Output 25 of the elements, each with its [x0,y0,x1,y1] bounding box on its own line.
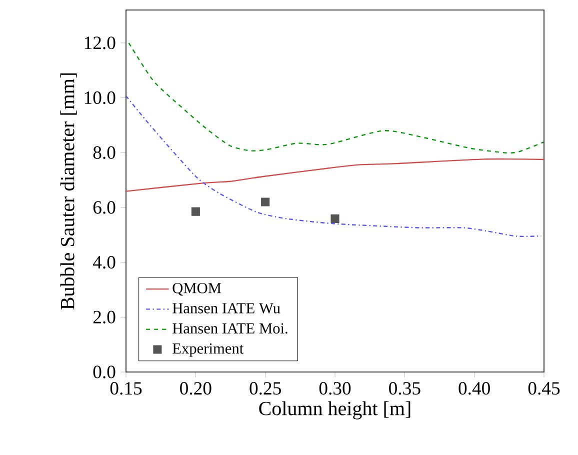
point [191,207,200,216]
line-series [128,42,544,154]
y-tick-label: 2.0 [93,310,116,324]
y-tick-label: 10.0 [84,91,116,104]
y-tick-label: 12.0 [84,36,116,50]
point [261,198,270,206]
x-tick-label: 0.35 [389,382,420,395]
x-tick-label: 0.45 [528,382,560,395]
line-series [126,158,544,192]
y-tick-label: 6.0 [93,201,116,214]
legend-label: Hansen IATE Moi. [172,323,288,334]
y-tick-label: 0.0 [93,366,116,378]
legend-label: QMOM [172,282,222,296]
x-tick-label: 0.30 [319,382,351,395]
x-tick-label: 0.40 [458,382,490,395]
x-tick-label: 0.15 [110,382,142,395]
x-tick-label: 0.20 [180,382,212,395]
x-axis-title: Column height [m] [259,401,410,420]
y-tick-label: 4.0 [92,256,116,269]
legend-label: Experiment [172,343,244,357]
y-tick-label: 8.0 [93,146,116,159]
y-axis-title: Bubble Sauter diameter [mm] [60,73,77,310]
x-tick-label: 0.25 [250,382,281,395]
point [330,214,340,223]
legend-label: Hansen IATE Wu [172,303,280,314]
